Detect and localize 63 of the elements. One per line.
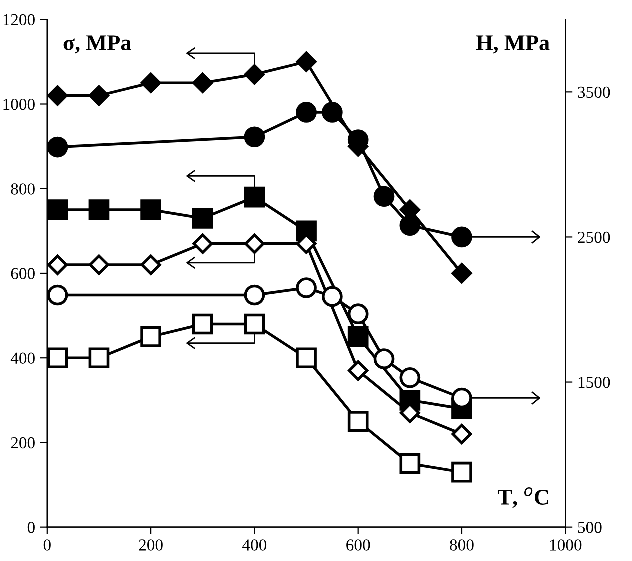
point — [452, 462, 472, 483]
y-tick-label: 800 — [11, 184, 35, 195]
x-axis-title: T, $^{o}$C — [498, 488, 548, 508]
point — [140, 326, 162, 348]
point — [374, 186, 395, 208]
point — [348, 411, 369, 432]
point — [348, 326, 369, 348]
y-tick-label: 400 — [10, 352, 35, 364]
point — [452, 263, 472, 284]
point — [244, 64, 265, 85]
y-tick-label: 200 — [11, 437, 35, 449]
point — [47, 136, 68, 158]
point — [400, 368, 421, 388]
point — [322, 286, 343, 308]
point — [452, 424, 472, 444]
y-tick-label: 1000 — [4, 98, 35, 110]
y2-tick-label: 500 — [578, 522, 602, 534]
point — [296, 348, 317, 369]
y2-tick-label: 3500 — [578, 86, 610, 98]
point — [400, 215, 421, 236]
y-tick-label: 0 — [28, 522, 35, 534]
point — [348, 360, 369, 382]
point — [88, 254, 110, 276]
point — [88, 348, 110, 369]
point — [88, 200, 110, 220]
point — [244, 234, 265, 254]
point — [192, 208, 214, 229]
point — [296, 278, 317, 298]
point — [192, 72, 214, 94]
point — [296, 102, 317, 123]
point — [244, 284, 266, 306]
y-tick-label: 600 — [11, 268, 35, 280]
point — [348, 304, 369, 325]
point — [244, 186, 266, 208]
point — [47, 348, 68, 369]
y2-tick-label: 2500 — [578, 232, 610, 244]
point — [88, 86, 110, 106]
point — [47, 284, 68, 306]
point — [400, 453, 421, 474]
point — [47, 200, 68, 220]
x-tick-label: 1000 — [550, 540, 582, 551]
x-tick-label: 600 — [346, 540, 370, 551]
x-tick-label: 0 — [44, 540, 51, 551]
point — [244, 314, 266, 335]
point — [140, 72, 162, 94]
point — [374, 348, 395, 370]
point — [48, 254, 68, 276]
x-tick-label: 800 — [450, 540, 474, 551]
point — [296, 52, 317, 72]
point — [244, 126, 266, 148]
point — [192, 314, 214, 335]
y-axis-title: σ, MPa — [64, 36, 132, 54]
y2-axis-title: H, MPa — [476, 36, 550, 54]
x-tick-label: 200 — [139, 540, 163, 551]
point — [322, 102, 343, 123]
point — [192, 234, 214, 254]
point — [140, 254, 162, 276]
point — [452, 226, 472, 248]
point — [140, 200, 162, 220]
y-tick-label: 1200 — [4, 14, 35, 26]
y2-tick-label: 1500 — [578, 376, 610, 388]
point — [48, 86, 68, 106]
x-tick-label: 400 — [242, 540, 267, 551]
